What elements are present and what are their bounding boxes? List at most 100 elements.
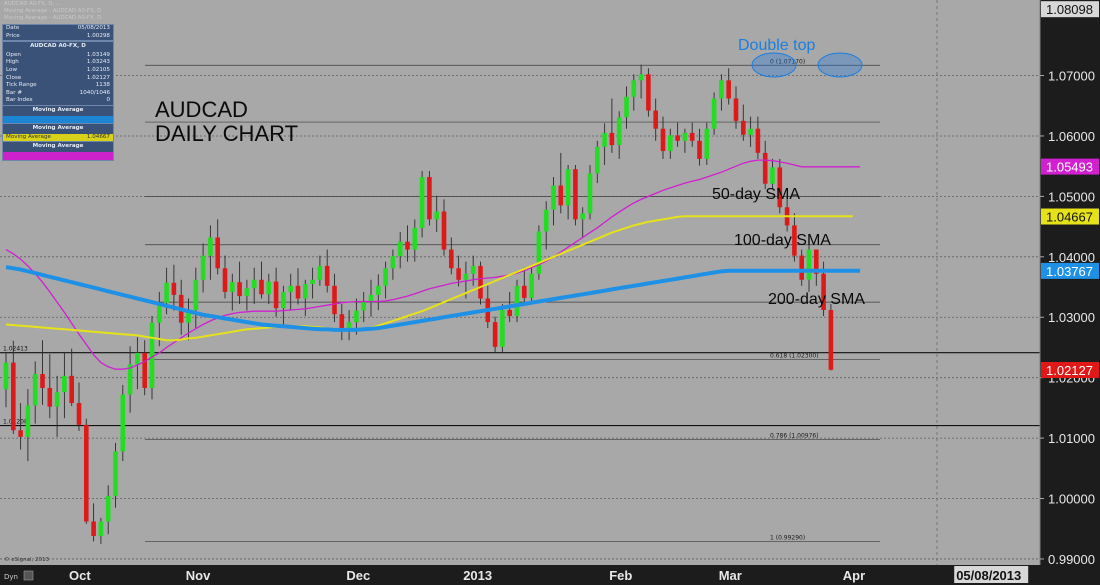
- grid-lines: [0, 0, 1040, 565]
- info-ma-heading-2: Moving Average: [3, 123, 113, 134]
- up-candle: [251, 279, 257, 289]
- info-ma-50-row: [3, 151, 113, 160]
- moving-averages: [5, 159, 861, 370]
- up-candle: [616, 117, 622, 146]
- horizontal-level-label: 1.02413: [3, 346, 28, 353]
- info-symbol: AUDCAD A0-FX, D: [3, 41, 113, 52]
- info-price-row: Price 1.00298: [3, 33, 113, 42]
- up-candle: [806, 249, 812, 280]
- chart-title-line-1: AUDCAD: [155, 97, 248, 122]
- moving-average-line: [5, 159, 861, 370]
- up-candle: [346, 322, 352, 331]
- up-candle: [470, 265, 476, 274]
- info-price-value: 1.00298: [86, 32, 110, 39]
- up-candle: [383, 268, 388, 286]
- up-candle: [587, 173, 593, 214]
- up-candle: [434, 211, 439, 220]
- down-candle: [273, 281, 279, 309]
- x-tick-label: Dec: [346, 568, 370, 583]
- down-candle: [507, 309, 512, 317]
- x-tick-label: Feb: [609, 568, 632, 583]
- up-candle: [208, 237, 213, 256]
- down-candle: [828, 309, 834, 370]
- info-row-value: 1.02127: [86, 74, 110, 81]
- double-top-marker-2: [817, 52, 863, 78]
- up-candle: [244, 288, 250, 297]
- up-candle: [624, 96, 629, 118]
- down-candle: [741, 120, 746, 135]
- info-date-row: Date 05/08/2013: [3, 25, 113, 33]
- up-candle: [230, 282, 235, 292]
- price-label-box: [1041, 361, 1099, 378]
- down-candle: [91, 521, 96, 536]
- info-row-value: 1.03149: [86, 51, 110, 58]
- up-candle: [54, 392, 60, 407]
- price-label-text: 1.08098: [1046, 2, 1093, 17]
- chart-title-line-2: DAILY CHART: [155, 121, 298, 146]
- x-tick-label: Mar: [719, 568, 742, 583]
- up-candle: [463, 273, 469, 280]
- price-axis-background: [1040, 0, 1100, 585]
- info-row-value: 1.02105: [86, 66, 110, 73]
- down-candle: [405, 241, 410, 250]
- up-candle: [551, 185, 556, 210]
- price-labels: 1.08098 1.05493 1.04667 1.03767 1.02127: [1041, 1, 1099, 378]
- down-candle: [324, 265, 330, 286]
- down-candle: [18, 430, 23, 437]
- down-candle: [675, 135, 680, 141]
- up-candle: [638, 74, 644, 81]
- price-label-box: [1041, 262, 1099, 279]
- info-row: Close 1.02127: [3, 75, 113, 83]
- fibonacci-retracement: 0 (1.07170) 0.618 (1.02300) 0.786 (1.00976…: [145, 58, 880, 542]
- y-tick-label: 0.99000: [1048, 552, 1095, 567]
- y-tick-label: 1.05000: [1048, 189, 1095, 204]
- up-candle: [711, 98, 717, 129]
- x-tick-label: Oct: [69, 568, 91, 583]
- up-candle: [113, 451, 118, 497]
- dyn-toggle-icon: [23, 570, 34, 581]
- down-candle: [259, 279, 264, 295]
- info-ma-heading-1: Moving Average: [3, 104, 113, 116]
- down-candle: [339, 314, 345, 331]
- up-candle: [536, 231, 542, 274]
- header-line-3: Moving Average - AUDCAD A0-FX, D: [4, 15, 102, 21]
- x-tick-label: Nov: [186, 568, 211, 583]
- up-candle: [120, 394, 126, 452]
- fibonacci-label: 0 (1.07170): [770, 58, 805, 65]
- down-candle: [69, 375, 74, 404]
- down-candle: [427, 177, 432, 220]
- up-candle: [412, 227, 418, 250]
- price-label-box: [1041, 158, 1099, 175]
- info-ma-100-row: Moving Average 1.04667: [3, 133, 113, 142]
- copyright-label: © eSignal, 2013: [4, 556, 50, 563]
- up-candle: [682, 132, 688, 141]
- up-candle: [565, 169, 571, 206]
- info-date-label: Date: [6, 25, 20, 31]
- up-candle: [3, 362, 9, 390]
- fibonacci-label: 0.786 (1.00976): [770, 433, 819, 440]
- price-label-box: [1041, 208, 1099, 225]
- price-label-text: 1.03767: [1046, 264, 1093, 279]
- down-candle: [456, 268, 461, 280]
- moving-average-line: [5, 265, 861, 332]
- down-candle: [821, 273, 826, 310]
- up-candle: [595, 146, 600, 174]
- fibonacci-label: 1 (0.99290): [770, 534, 805, 541]
- up-candle: [317, 265, 323, 280]
- info-row: Bar # 1040/1046: [3, 90, 113, 98]
- y-tick-label: 1.03000: [1048, 310, 1095, 325]
- info-row-value: 1040/1046: [79, 89, 110, 96]
- down-candle: [660, 128, 666, 152]
- up-candle: [164, 282, 169, 303]
- info-row: High 1.03243: [3, 59, 113, 67]
- price-label-text: 1.04667: [1046, 210, 1093, 225]
- down-candle: [441, 211, 447, 250]
- up-candle: [529, 273, 534, 298]
- down-candle: [689, 132, 695, 141]
- up-candle: [631, 80, 637, 97]
- candlestick-series: [3, 64, 834, 544]
- up-candle: [98, 521, 104, 536]
- down-candle: [522, 285, 527, 298]
